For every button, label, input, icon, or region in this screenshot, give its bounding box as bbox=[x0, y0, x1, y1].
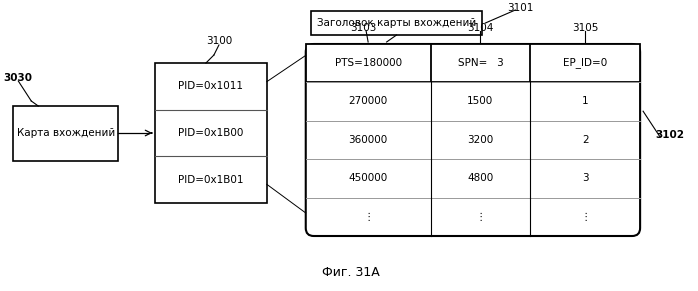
Text: 3104: 3104 bbox=[467, 23, 493, 33]
Text: SPN=   3: SPN= 3 bbox=[457, 58, 503, 68]
Text: PID=0x1B01: PID=0x1B01 bbox=[178, 175, 244, 185]
Bar bbox=[306, 44, 640, 82]
Text: Карта вхождений: Карта вхождений bbox=[17, 129, 115, 139]
Text: PID=0x1011: PID=0x1011 bbox=[179, 81, 244, 91]
Text: 3105: 3105 bbox=[572, 23, 598, 33]
Text: 2: 2 bbox=[582, 135, 588, 145]
Text: 3103: 3103 bbox=[350, 23, 376, 33]
Text: 1500: 1500 bbox=[467, 96, 493, 106]
FancyBboxPatch shape bbox=[306, 44, 640, 236]
Text: ⋮: ⋮ bbox=[475, 212, 486, 222]
Text: ⋮: ⋮ bbox=[580, 212, 591, 222]
Text: EP_ID=0: EP_ID=0 bbox=[563, 58, 607, 68]
Text: 450000: 450000 bbox=[348, 173, 388, 183]
Text: 3102: 3102 bbox=[655, 130, 685, 140]
Bar bbox=[311, 11, 482, 35]
Text: 3030: 3030 bbox=[3, 73, 33, 83]
Text: PTS=180000: PTS=180000 bbox=[334, 58, 401, 68]
Text: 4800: 4800 bbox=[467, 173, 493, 183]
Text: 3: 3 bbox=[582, 173, 588, 183]
Text: 3101: 3101 bbox=[507, 3, 533, 13]
Bar bbox=[155, 63, 267, 203]
Text: 270000: 270000 bbox=[348, 96, 388, 106]
Text: PID=0x1B00: PID=0x1B00 bbox=[178, 128, 244, 138]
Text: ⋮: ⋮ bbox=[363, 212, 373, 222]
Text: 1: 1 bbox=[582, 96, 588, 106]
Text: Фиг. 31А: Фиг. 31А bbox=[322, 267, 380, 279]
Text: 3100: 3100 bbox=[206, 36, 232, 46]
Text: 3200: 3200 bbox=[467, 135, 493, 145]
Bar bbox=[13, 106, 118, 161]
Text: Заголовок карты вхождений: Заголовок карты вхождений bbox=[317, 18, 476, 28]
Text: 360000: 360000 bbox=[348, 135, 388, 145]
